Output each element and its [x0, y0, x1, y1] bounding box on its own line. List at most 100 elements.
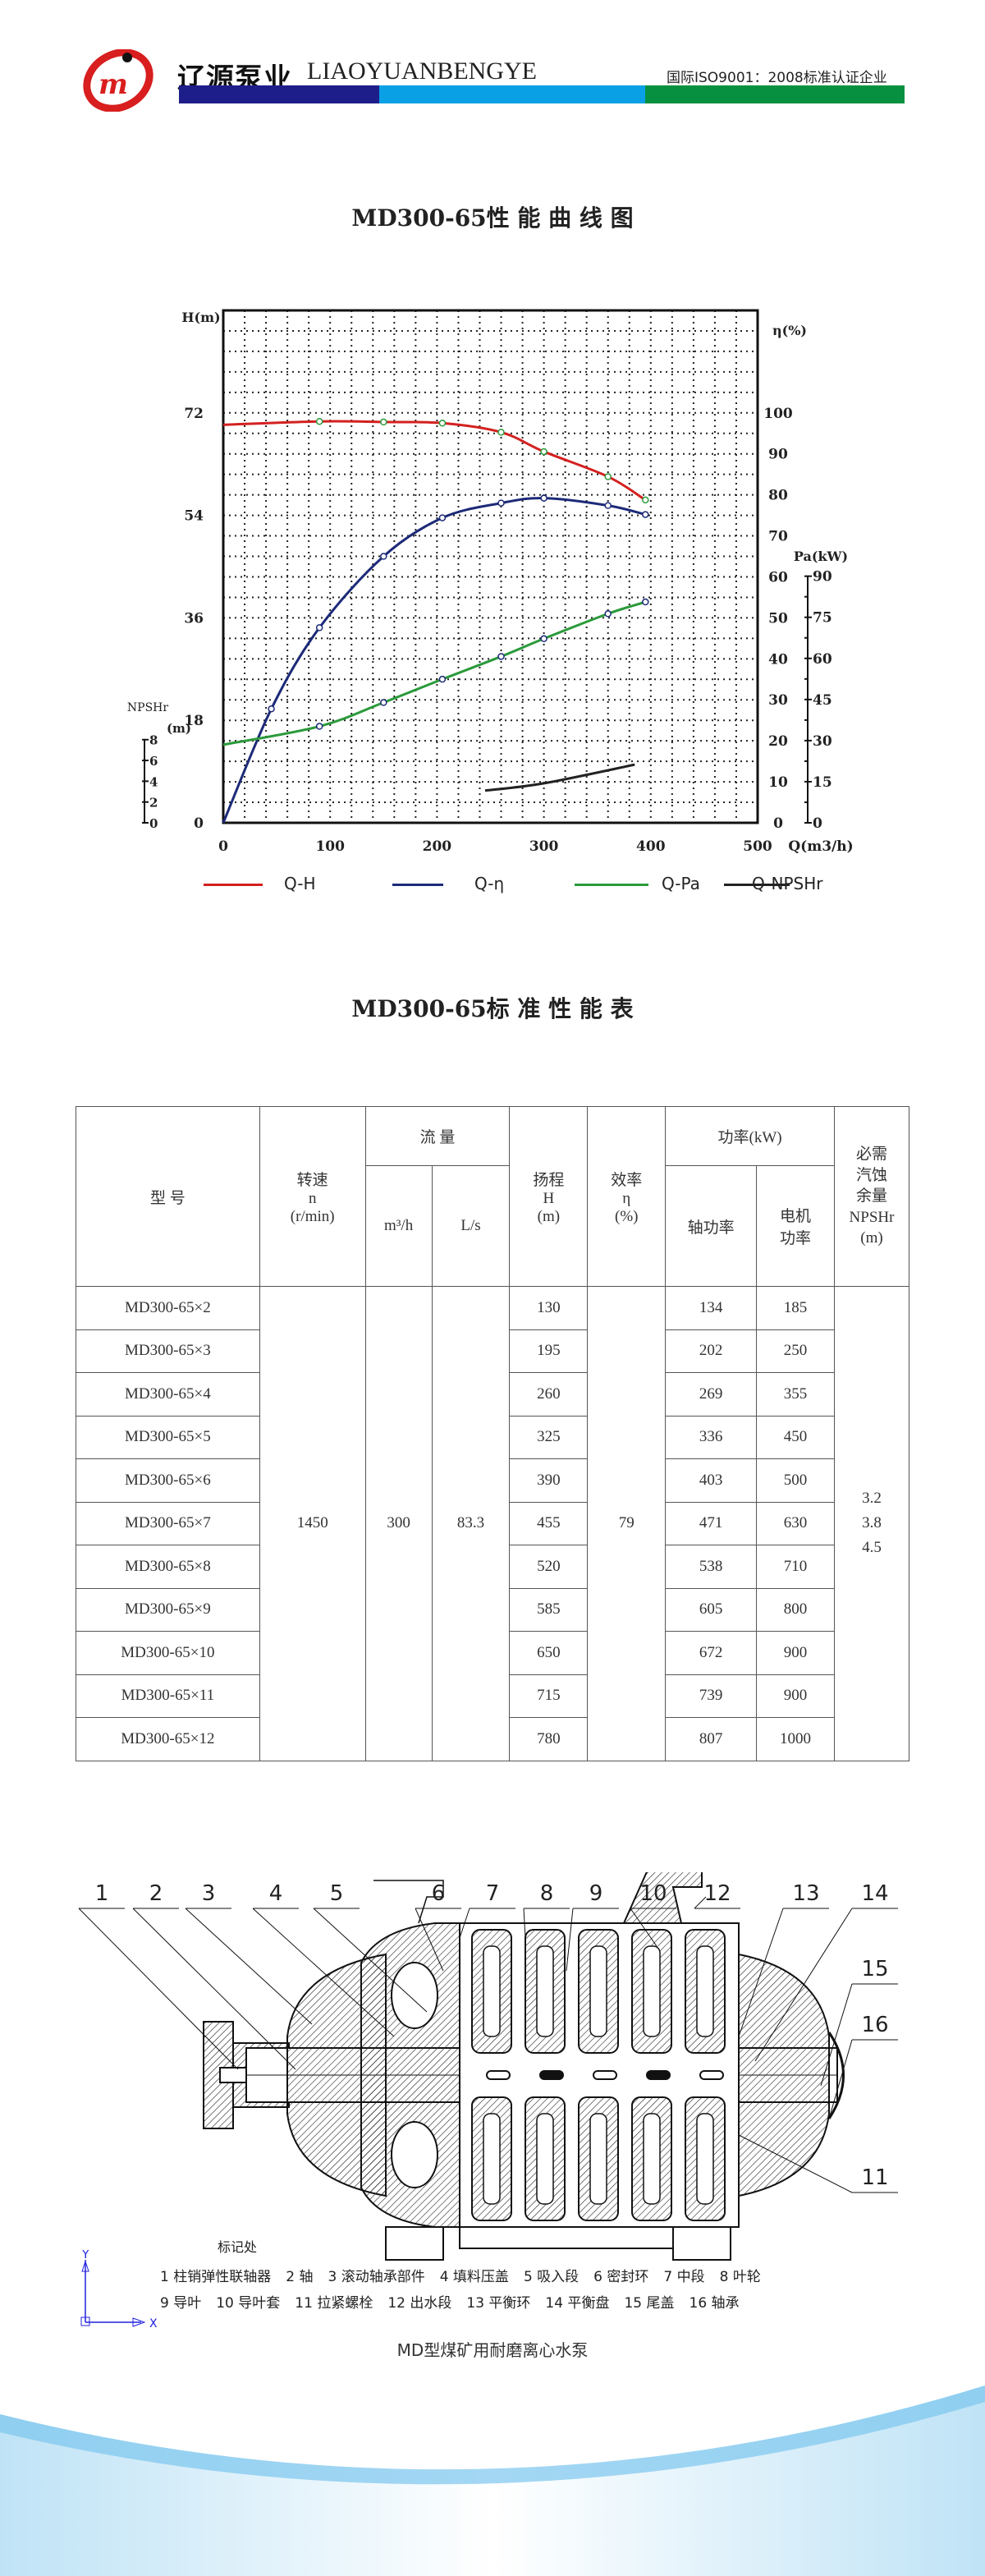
table-row: MD300-65×3 195 202 250	[76, 1329, 909, 1373]
impeller-passage	[536, 2113, 554, 2205]
cell-head: 260	[509, 1372, 589, 1417]
table-row: MD300-65×9 585 605 800	[76, 1587, 909, 1632]
cell-model: MD300-65×9	[76, 1587, 260, 1632]
eta-tick-label: 0	[773, 815, 783, 832]
eta-tick-label: 50	[768, 610, 788, 627]
cell-shaft-power: 538	[665, 1545, 758, 1589]
cell-model: MD300-65×2	[76, 1286, 260, 1330]
data-point-Q-η	[438, 514, 447, 521]
svg-text:m: m	[98, 68, 128, 101]
callout-leader-line	[185, 1908, 313, 2025]
cell-motor-power: 710	[756, 1545, 835, 1589]
cell-shaft-power: 134	[665, 1286, 758, 1330]
impeller-passage	[483, 1945, 501, 2037]
callout-number: 9	[589, 1881, 603, 1906]
cell-shaft-power: 672	[665, 1631, 758, 1675]
cell-head: 520	[509, 1545, 589, 1589]
part-item: 1 柱销弹性联轴器	[160, 2269, 272, 2285]
part-item: 5 吸入段	[523, 2269, 580, 2285]
cell-shaft-power: 605	[665, 1587, 758, 1632]
parts-legend-line-1: 1 柱销弹性联轴器 2 轴 3 滚动轴承部件 4 填料压盖 5 吸入段 6 密封环 7 中段…	[160, 2265, 776, 2285]
data-point-Q-η	[540, 494, 547, 502]
table-row: MD300-65×2 1450 300 83.3 130 79 134 185 3.2 3.8 4.…	[76, 1286, 910, 1761]
cell-head: 715	[509, 1674, 589, 1718]
cell-shaft-power: 336	[665, 1415, 758, 1459]
shaft-key	[486, 2070, 511, 2080]
cell-model: MD300-65×5	[76, 1415, 260, 1459]
cell-efficiency: 79	[587, 1286, 667, 1761]
cell-model: MD300-65×3	[76, 1329, 260, 1373]
callout-number: 14	[861, 1881, 888, 1906]
cell-motor-power: 185	[756, 1286, 835, 1330]
h-tick-label: 36	[184, 610, 204, 627]
pa-axis-label: Pa(kW)	[794, 549, 848, 564]
table-row: MD300-65×11 715 739 900	[76, 1674, 909, 1718]
color-bar-lightblue	[379, 85, 645, 103]
plot-frame	[222, 309, 759, 824]
data-point-Q-H	[497, 429, 505, 436]
header-flow-ls: L/s	[431, 1165, 511, 1287]
data-point-Q-Pa	[497, 653, 505, 660]
legend-label-q-pa: Q-Pa	[662, 874, 700, 893]
eta-tick-label: 20	[768, 733, 788, 750]
table-row: MD300-65×5 325 336 450	[76, 1415, 909, 1459]
data-point-Q-η	[497, 499, 505, 507]
part-item: 13 平衡环	[466, 2295, 531, 2312]
table-row: MD300-65×10 650 672 900	[76, 1631, 909, 1675]
data-point-Q-Pa	[438, 675, 447, 683]
legend-line-q-h	[204, 884, 263, 886]
axis-y-label: Y	[81, 2250, 89, 2261]
data-point-Q-H	[604, 473, 612, 480]
cell-motor-power: 500	[756, 1458, 835, 1503]
pa-tick-label: 75	[813, 610, 832, 627]
part-item: 15 尾盖	[624, 2295, 675, 2312]
cell-model: MD300-65×7	[76, 1501, 260, 1545]
eta-tick-label: 90	[768, 447, 788, 463]
table-header-row: 型 号 转速 n (r/min) 流 量 扬程 H (m) 效率 η (%) 功率(kW) …	[76, 1106, 910, 1287]
parts-legend-line-2: 9 导叶 10 导叶套 11 拉紧螺栓 12 出水段 13 平衡环 14 平衡盘 15 尾盖…	[160, 2291, 754, 2312]
impeller-passage	[536, 1945, 554, 2037]
npshr-unit-label: (m)	[167, 721, 191, 736]
part-item: 2 轴	[286, 2269, 314, 2285]
cell-shaft-power: 269	[665, 1372, 758, 1417]
callout-number: 1	[95, 1881, 109, 1906]
cell-motor-power: 355	[756, 1372, 835, 1417]
data-point-Q-H	[438, 420, 447, 427]
cell-motor-power: 900	[756, 1631, 835, 1675]
data-point-Q-η	[268, 705, 275, 713]
shaft-key	[539, 2070, 564, 2080]
npshr-tick-label: 4	[149, 774, 158, 789]
x-tick-label: 400	[636, 838, 666, 855]
part-item: 3 滚动轴承部件	[328, 2269, 425, 2285]
callout-number: 10	[639, 1881, 667, 1906]
shaft-key	[593, 2070, 617, 2080]
axis-x-label: X	[149, 2317, 158, 2330]
legend-line-q-eta	[392, 884, 443, 886]
cell-shaft-power: 403	[665, 1458, 758, 1503]
header-efficiency: 效率 η (%)	[587, 1106, 667, 1287]
h-tick-label: 72	[184, 406, 204, 422]
header-model: 型 号	[76, 1106, 260, 1287]
npshr-tick-label: 8	[149, 733, 158, 748]
performance-chart: 0 100 200 300 400 500 Q(m3/h)018365472H(m)0102…	[127, 309, 854, 855]
cell-motor-power: 450	[756, 1415, 835, 1459]
part-item: 10 导叶套	[216, 2295, 281, 2312]
callout-leader-line	[566, 1908, 574, 1972]
cell-npshr: 3.2 3.8 4.5	[833, 1286, 910, 1761]
cell-speed: 1450	[259, 1286, 366, 1761]
cell-flow-ls: 83.3	[431, 1286, 511, 1761]
x-tick-label: 200	[423, 838, 452, 855]
part-item: 6 密封环	[593, 2269, 649, 2285]
cell-model: MD300-65×8	[76, 1545, 260, 1589]
cell-head: 325	[509, 1415, 589, 1459]
data-point-Q-H	[642, 496, 649, 504]
data-point-Q-η	[315, 624, 323, 631]
callout-number: 11	[861, 2165, 888, 2190]
data-point-Q-Pa	[604, 610, 612, 618]
shaft-key	[699, 2070, 724, 2080]
part-item: 16 轴承	[689, 2295, 740, 2312]
callout-number: 12	[703, 1881, 731, 1906]
impeller-passage	[643, 1945, 661, 2037]
cell-model: MD300-65×6	[76, 1458, 260, 1503]
